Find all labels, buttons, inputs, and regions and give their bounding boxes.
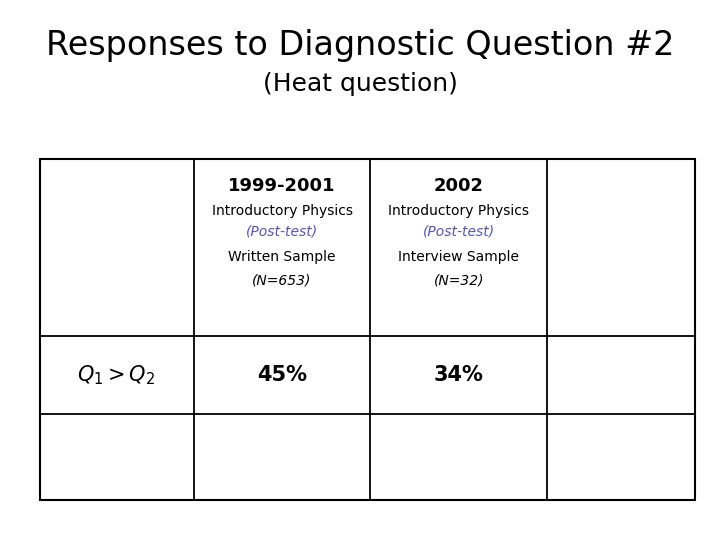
Text: Written Sample: Written Sample bbox=[228, 251, 336, 265]
Text: (Post-test): (Post-test) bbox=[246, 225, 318, 239]
Text: Introductory Physics: Introductory Physics bbox=[212, 204, 353, 218]
Text: Introductory Physics: Introductory Physics bbox=[388, 204, 529, 218]
Text: (N=32): (N=32) bbox=[433, 273, 484, 287]
Text: Interview Sample: Interview Sample bbox=[398, 251, 519, 265]
Text: (N=653): (N=653) bbox=[252, 273, 312, 287]
Text: $\mathit{Q}_1 > \mathit{Q}_2$: $\mathit{Q}_1 > \mathit{Q}_2$ bbox=[78, 363, 156, 387]
Text: 45%: 45% bbox=[257, 366, 307, 386]
Text: 34%: 34% bbox=[434, 366, 484, 386]
Text: 1999-2001: 1999-2001 bbox=[228, 177, 336, 194]
Text: Responses to Diagnostic Question #2: Responses to Diagnostic Question #2 bbox=[46, 29, 674, 63]
Text: (Post-test): (Post-test) bbox=[423, 225, 495, 239]
Text: (Heat question): (Heat question) bbox=[263, 72, 457, 96]
Text: 2002: 2002 bbox=[434, 177, 484, 194]
